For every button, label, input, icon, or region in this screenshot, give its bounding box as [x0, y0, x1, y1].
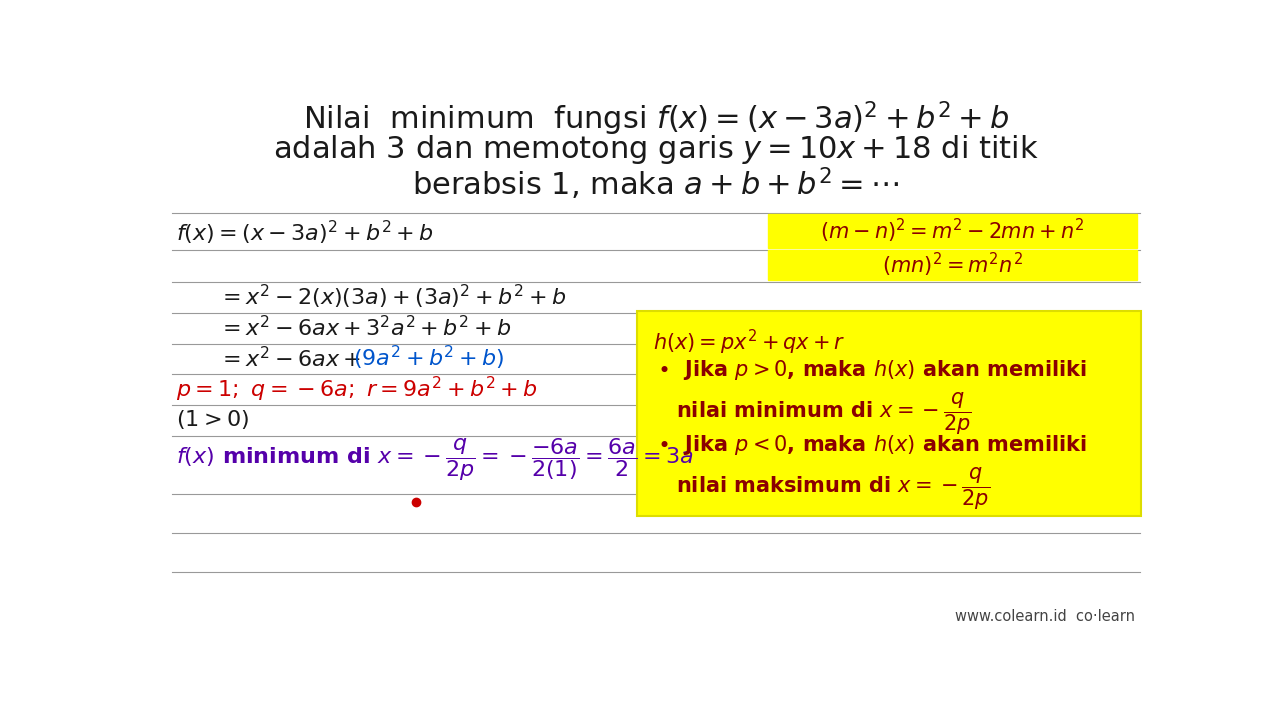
Text: $(mn)^2 = m^2 n^2$: $(mn)^2 = m^2 n^2$: [882, 251, 1023, 279]
Text: $\bullet$  Jika $p < 0$, maka $h(x)$ akan memiliki: $\bullet$ Jika $p < 0$, maka $h(x)$ akan…: [657, 433, 1087, 457]
FancyBboxPatch shape: [636, 311, 1142, 516]
Text: $f(x) = (x - 3a)^2 + b^2 + b$: $f(x) = (x - 3a)^2 + b^2 + b$: [175, 219, 434, 247]
Text: nilai maksimum di $x = -\dfrac{q}{2p}$: nilai maksimum di $x = -\dfrac{q}{2p}$: [676, 465, 991, 512]
Text: www.colearn.id  co·learn: www.colearn.id co·learn: [955, 609, 1135, 624]
Text: $h(x) = px^2 + qx + r$: $h(x) = px^2 + qx + r$: [653, 328, 845, 356]
Text: $(1 > 0)$: $(1 > 0)$: [175, 408, 248, 431]
Text: adalah 3 dan memotong garis $y = 10x + 18$ di titik: adalah 3 dan memotong garis $y = 10x + 1…: [273, 132, 1039, 166]
Text: Nilai  minimum  fungsi $f(x) = (x - 3a)^2 + b^2 + b$: Nilai minimum fungsi $f(x) = (x - 3a)^2 …: [303, 99, 1009, 138]
Text: $= x^2 - 6ax +$: $= x^2 - 6ax +$: [218, 346, 361, 371]
Text: $p = 1;\ q = -6a;\ r = 9a^2 + b^2 + b$: $p = 1;\ q = -6a;\ r = 9a^2 + b^2 + b$: [175, 374, 538, 404]
Text: $= x^2 - 2(x)(3a) + (3a)^2 + b^2 + b$: $= x^2 - 2(x)(3a) + (3a)^2 + b^2 + b$: [218, 282, 566, 311]
Text: $(9a^2 + b^2 + b)$: $(9a^2 + b^2 + b)$: [353, 344, 504, 372]
FancyBboxPatch shape: [768, 250, 1137, 280]
Text: $\bullet$  Jika $p > 0$, maka $h(x)$ akan memiliki: $\bullet$ Jika $p > 0$, maka $h(x)$ akan…: [657, 359, 1087, 382]
Text: $= x^2 - 6ax + 3^2a^2 + b^2 + b$: $= x^2 - 6ax + 3^2a^2 + b^2 + b$: [218, 315, 512, 340]
FancyBboxPatch shape: [768, 215, 1137, 248]
Text: berabsis 1, maka $a + b + b^2 = \cdots$: berabsis 1, maka $a + b + b^2 = \cdots$: [412, 166, 900, 202]
Text: $f(x)$ minimum di $x = -\dfrac{q}{2p} = -\dfrac{-6a}{2(1)} = \dfrac{6a}{2} = 3a$: $f(x)$ minimum di $x = -\dfrac{q}{2p} = …: [175, 436, 694, 483]
Text: $(m - n)^2 = m^2 - 2mn + n^2$: $(m - n)^2 = m^2 - 2mn + n^2$: [820, 217, 1084, 246]
Text: nilai minimum di $x = -\dfrac{q}{2p}$: nilai minimum di $x = -\dfrac{q}{2p}$: [676, 390, 972, 437]
